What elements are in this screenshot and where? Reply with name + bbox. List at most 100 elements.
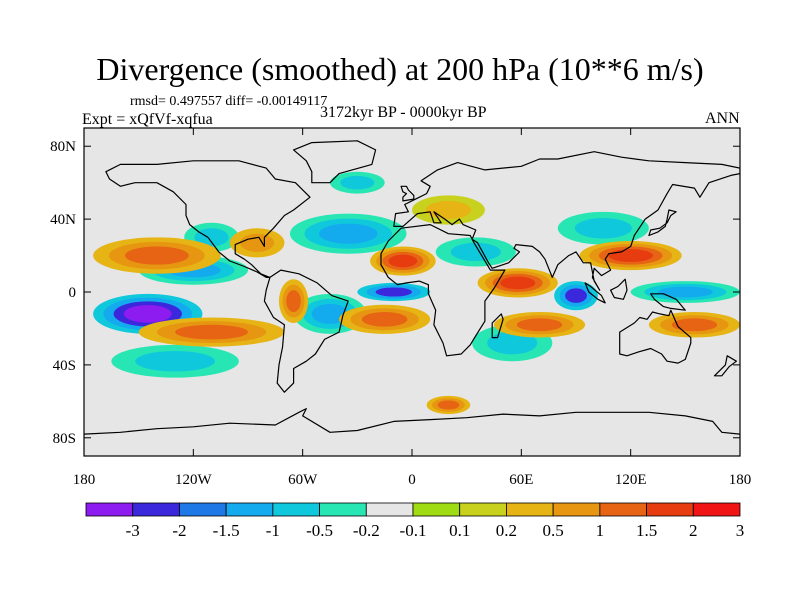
madagascar-coast [491, 313, 504, 339]
colorbar-swatch [646, 502, 694, 517]
colorbar-swatch [272, 502, 320, 517]
lon-tick-label: 0 [408, 472, 416, 488]
convergence-east-asia-level [608, 249, 653, 262]
lon-tick-label: 180 [73, 472, 96, 488]
colorbar-swatch [365, 502, 414, 517]
divergence-north-atlantic-60n-level [340, 175, 375, 190]
divergence-atlantic-brazil-level [311, 303, 349, 324]
convergence-southwest-pacific-level [671, 318, 718, 332]
colorbar-label: -1.5 [213, 521, 240, 540]
lat-tick-label: 40S [53, 358, 76, 374]
convergence-arabian-sea-level [500, 276, 536, 290]
divergence-field [84, 128, 740, 456]
colorbar-swatch [85, 502, 134, 517]
divergence-south-pacific-cyan [111, 344, 239, 378]
lon-tick-label: 120E [615, 472, 647, 488]
australia-coast [619, 309, 692, 364]
colorbar-label: -0.5 [306, 521, 333, 540]
divergence-south-pacific-east-level [123, 305, 172, 323]
experiment-label: Expt = xQfVf-xqfua [82, 111, 213, 128]
plot-title: Divergence (smoothed) at 200 hPa (10**6 … [96, 51, 704, 87]
divergence-central-pacific-30n-level [194, 228, 229, 247]
lon-tick-label: 180 [729, 472, 752, 488]
convergence-europe-level [425, 200, 472, 220]
convergence-pacific-central [93, 237, 221, 274]
convergence-pacific-south-band [138, 317, 285, 347]
divergence-indian-ocean-bay-level [565, 288, 587, 303]
lon-tick-label: 60W [288, 472, 318, 488]
convergence-east-asia [579, 240, 682, 271]
period-label: 3172kyr BP - 0000kyr BP [320, 104, 487, 121]
divergence-atlantic-north-level [319, 223, 378, 244]
convergence-europe [412, 195, 485, 225]
colorbar-swatch [552, 502, 601, 517]
convergence-arabian-sea [477, 268, 558, 298]
colorbar-label: -2 [172, 521, 186, 540]
convergence-atlantic-south [339, 304, 431, 334]
borneo-coast [610, 278, 628, 300]
colorbar-label: -3 [126, 521, 140, 540]
colorbar: -3 -2 -1.5 -1 -0.5 -0.2 -0.1 0.1 0.2 0.5 1 1.5 2 3 [85, 502, 745, 540]
new-zealand-coast [713, 355, 737, 377]
convergence-indian-ocean-south-level [516, 318, 563, 332]
divergence-west-pacific [630, 281, 740, 303]
convergence-southwest-pacific [648, 312, 740, 338]
coastlines [84, 140, 740, 435]
divergence-asia-north [557, 211, 649, 245]
colorbar-label: 0.1 [449, 521, 470, 540]
lat-tick-label: 80N [50, 139, 76, 155]
divergence-africa-east [435, 237, 516, 267]
convergence-gulf-mexico [229, 228, 285, 258]
colorbar-swatch [692, 502, 741, 517]
convergence-south-america-west-level [286, 290, 301, 313]
japan-coast [648, 209, 677, 237]
south-america-coast [263, 269, 349, 393]
divergence-atlantic-north [289, 213, 407, 254]
greenland-coast [293, 140, 377, 184]
convergence-indian-ocean-south [494, 312, 586, 338]
axis-ticks: 180 120W 60W 0 60E 120E 180 80N 40N 0 40S 80S [50, 128, 751, 488]
convergence-southern-ocean-level [437, 400, 460, 410]
divergence-equatorial-atlantic-level [375, 287, 412, 297]
colorbar-swatch [599, 502, 647, 517]
sumatra-coast [584, 282, 606, 304]
colorbar-swatch [506, 502, 554, 517]
divergence-indian-ocean-south-level [487, 331, 538, 355]
colorbar-label: 1.5 [636, 521, 657, 540]
colorbar-label: -0.2 [353, 521, 380, 540]
colorbar-label: -1 [266, 521, 280, 540]
lon-tick-label: 120W [175, 472, 213, 488]
convergence-pacific-south-band-level [175, 324, 248, 340]
antarctica-coast [84, 408, 740, 435]
divergence-indian-ocean-bay [554, 281, 598, 311]
convergence-africa-sahel [370, 246, 436, 276]
convergence-southern-ocean [426, 395, 471, 415]
convergence-africa-sahel-level [388, 254, 418, 268]
lat-tick-label: 0 [69, 285, 77, 301]
colorbar-swatch [459, 502, 507, 517]
colorbar-label: 0.2 [496, 521, 517, 540]
colorbar-swatch [412, 502, 461, 517]
stats-line: rmsd= 0.497557 diff= -0.00149117 [130, 94, 328, 109]
colorbar-label: 0.5 [543, 521, 564, 540]
great-britain-coast [400, 185, 415, 202]
divergence-africa-east-level [450, 242, 501, 262]
new-guinea-coast [650, 293, 686, 311]
colorbar-label: -0.1 [400, 521, 427, 540]
lon-tick-label: 60E [509, 472, 533, 488]
colorbar-label: 1 [596, 521, 605, 540]
colorbar-swatch [179, 502, 227, 517]
colorbar-swatch [132, 502, 180, 517]
colorbar-swatch [319, 502, 367, 517]
divergence-west-pacific-level [658, 286, 713, 298]
lat-tick-label: 80S [53, 431, 76, 447]
divergence-south-pacific-cyan-level [135, 350, 215, 372]
convergence-atlantic-south-level [361, 312, 408, 327]
convergence-gulf-mexico-level [240, 233, 275, 252]
north-america-coast [105, 160, 311, 278]
colorbar-swatch [225, 502, 274, 517]
divergence-asia-north-level [574, 217, 632, 239]
colorbar-label: 3 [736, 521, 745, 540]
colorbar-label: 2 [689, 521, 698, 540]
